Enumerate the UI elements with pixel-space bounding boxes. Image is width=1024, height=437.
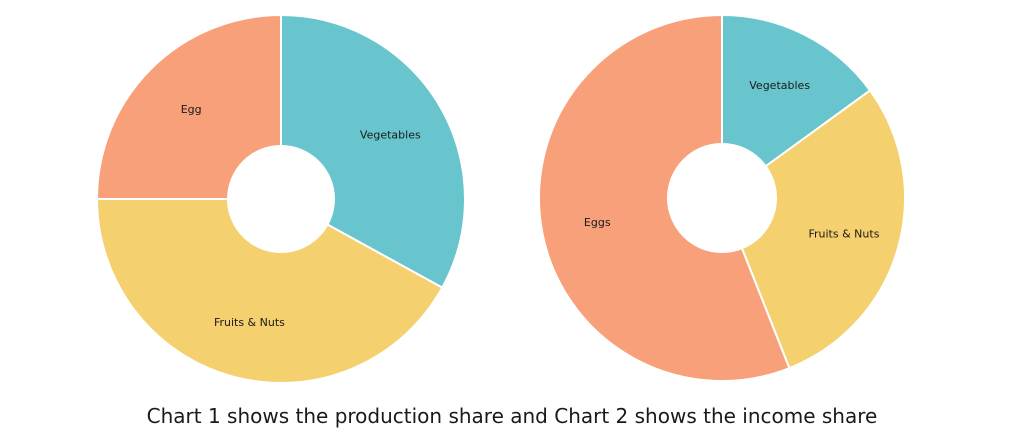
chart-1-donut-hole [227, 145, 335, 253]
chart-1-label-fruits-nuts: Fruits & Nuts [214, 316, 285, 329]
chart-caption: Chart 1 shows the production share and C… [146, 404, 878, 428]
chart-1-slice-fruits-nuts [95, 198, 444, 384]
chart-2-label-eggs: Eggs [584, 216, 611, 229]
donut-chart-1: Vegetables Fruits & Nuts Egg [95, 13, 466, 384]
chart-1-slice-egg [95, 13, 282, 200]
chart-2-slice-vegetables [721, 13, 872, 200]
chart-2-donut-hole [667, 143, 777, 253]
chart-1-label-vegetables: Vegetables [360, 128, 421, 141]
chart-2-slice-fruits-nuts [720, 89, 906, 370]
chart-2-label-vegetables: Vegetables [749, 79, 810, 92]
chart-1-label-egg: Egg [181, 103, 202, 116]
donut-chart-2: Vegetables Fruits & Nuts Eggs [538, 13, 906, 382]
chart-2-label-fruits-nuts: Fruits & Nuts [808, 227, 879, 240]
chart-2-slice-eggs [538, 13, 791, 382]
charts-area: Vegetables Fruits & Nuts Egg Vegetables Fru… [95, 13, 906, 384]
